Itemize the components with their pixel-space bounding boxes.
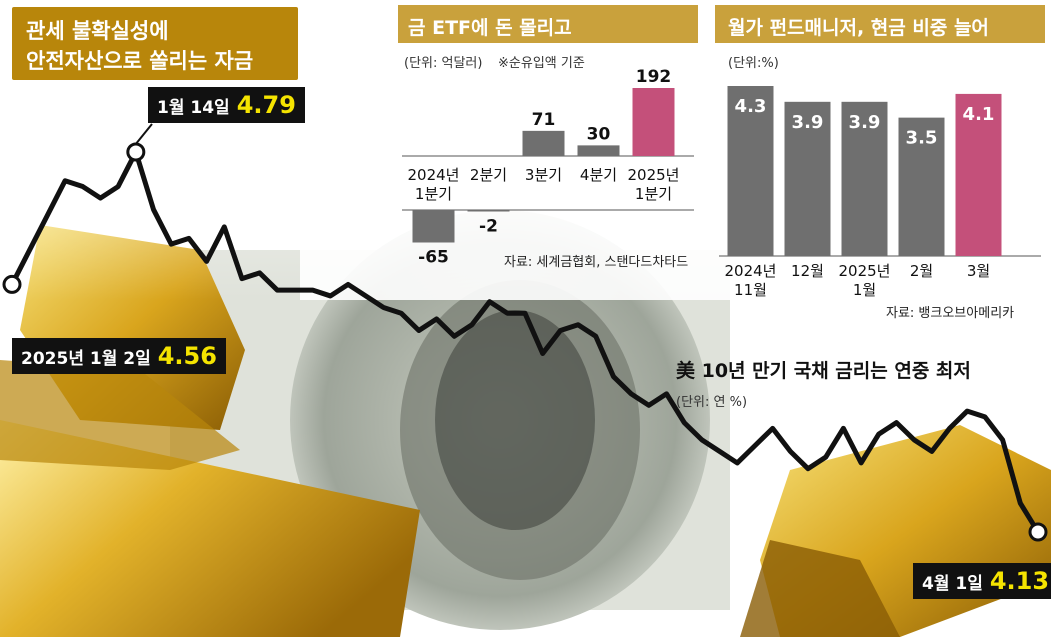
etf-bar — [577, 145, 620, 156]
fund-bar — [955, 93, 1002, 256]
fund-bar — [727, 86, 774, 256]
fund-category-label: 3월 — [967, 262, 990, 280]
etf-title: 금 ETF에 돈 몰리고 — [408, 17, 572, 39]
etf-source: 자료: 세계금협회, 스탠다드차타드 — [504, 255, 689, 270]
callout-end: 4월 1일 4.13 — [913, 563, 1051, 599]
fund-bar-value-label: 4.3 — [735, 96, 767, 117]
etf-bar-value-label: 192 — [636, 67, 672, 87]
etf-bar — [522, 130, 565, 156]
fund-bar — [898, 117, 945, 257]
etf-bar-value-label: 30 — [587, 124, 611, 144]
headline-line-1: 관세 불확실성에 — [26, 19, 169, 43]
fund-title-bar — [715, 5, 1045, 43]
bond-yield-line — [9, 149, 1041, 535]
headline-box: 관세 불확실성에 안전자산으로 쏠리는 자금 — [12, 7, 298, 80]
fund-category-label: 2025년 — [839, 262, 891, 280]
etf-category-label: 2025년 — [628, 166, 680, 184]
etf-title-bar — [398, 5, 698, 43]
etf-category-label: 3분기 — [525, 166, 562, 184]
etf-bar-value-label: -65 — [418, 248, 449, 268]
fund-unit: (단위:%) — [728, 56, 779, 71]
etf-note: ※순유입액 기준 — [498, 56, 585, 71]
fund-source: 자료: 뱅크오브아메리카 — [886, 306, 1015, 321]
fund-bar — [841, 101, 888, 256]
fund-bar-value-label: 3.5 — [906, 128, 938, 149]
bond-yield-marker — [1028, 522, 1048, 542]
etf-category-label: 2024년 — [408, 166, 460, 184]
etf-category-label: 2분기 — [470, 166, 507, 184]
callout-end-date: 4월 1일 — [922, 573, 983, 594]
fund-bar-value-label: 4.1 — [963, 104, 995, 125]
bond-unit: (단위: 연 %) — [676, 395, 748, 410]
callout-start-date: 2025년 1월 2일 — [21, 348, 151, 369]
etf-unit: (단위: 억달러) — [404, 56, 483, 71]
etf-bar — [467, 210, 510, 212]
headline-line-2: 안전자산으로 쏠리는 자금 — [26, 49, 254, 73]
etf-category-label: 4분기 — [580, 166, 617, 184]
callout-start-value: 4.56 — [157, 342, 217, 370]
peak-pointer — [135, 123, 153, 145]
callout-start: 2025년 1월 2일 4.56 — [12, 338, 226, 374]
fund-category-label: 2024년 — [725, 262, 777, 280]
callout-peak-date: 1월 14일 — [157, 97, 230, 118]
fund-category-label: 12월 — [791, 262, 824, 280]
fund-title: 월가 펀드매니저, 현금 비중 늘어 — [728, 17, 989, 39]
fund-category-label: 1월 — [853, 281, 876, 299]
bond-yield-marker — [2, 274, 22, 294]
etf-bar — [632, 88, 675, 156]
etf-bar-value-label: -2 — [479, 217, 498, 237]
etf-category-label: 1분기 — [635, 185, 672, 203]
fund-category-label: 11월 — [734, 281, 767, 299]
etf-bar — [412, 210, 455, 243]
fund-bar-value-label: 3.9 — [792, 112, 824, 133]
fund-category-label: 2월 — [910, 262, 933, 280]
etf-category-label: 1분기 — [415, 185, 452, 203]
bond-title: 美 10년 만기 국채 금리는 연중 최저 — [676, 360, 971, 382]
bond-yield-marker — [126, 142, 146, 162]
etf-bar-value-label: 71 — [532, 110, 556, 130]
fund-bar-value-label: 3.9 — [849, 112, 881, 133]
callout-end-value: 4.13 — [989, 567, 1050, 595]
fund-bar — [784, 101, 831, 256]
callout-peak-value: 4.79 — [236, 91, 296, 119]
callout-peak: 1월 14일 4.79 — [148, 87, 305, 123]
